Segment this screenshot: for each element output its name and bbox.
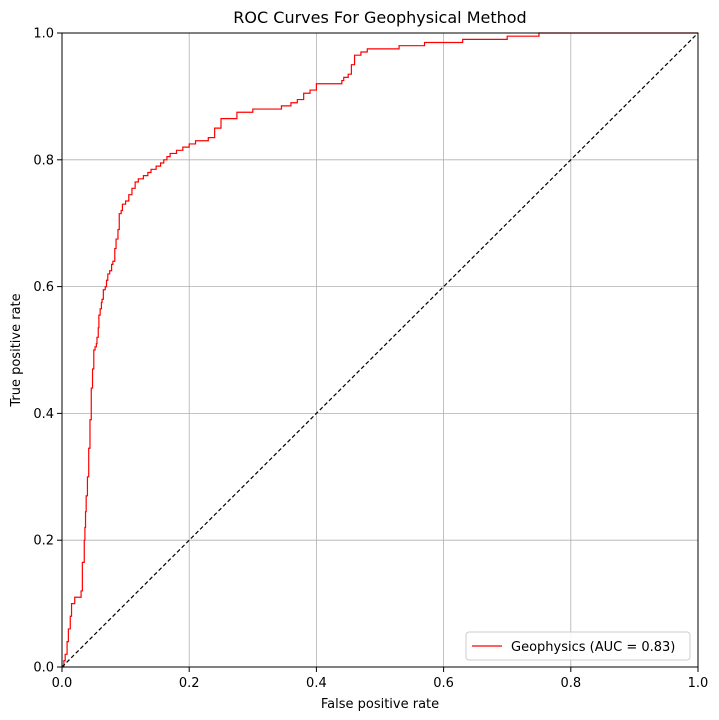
y-tick-label: 0.8 [33, 153, 54, 168]
x-tick-label: 0.4 [306, 676, 327, 691]
x-tick-label: 0.6 [433, 676, 454, 691]
x-tick-label: 0.8 [560, 676, 581, 691]
legend: Geophysics (AUC = 0.83) [465, 631, 691, 661]
y-tick-label: 0.4 [33, 407, 54, 422]
axes-frame [61, 32, 699, 668]
y-axis: 0.0 0.2 0.4 0.6 0.8 1.0 [33, 27, 62, 676]
y-tick-label: 0.0 [33, 661, 54, 676]
x-axis: 0.0 0.2 0.4 0.6 0.8 1.0 [52, 667, 709, 691]
chance-diagonal-line [61, 32, 699, 668]
legend-label-geophysics: Geophysics (AUC = 0.83) [511, 640, 675, 655]
x-tick-label: 1.0 [688, 676, 709, 691]
x-axis-label: False positive rate [321, 697, 439, 712]
y-axis-label: True positive rate [9, 293, 24, 407]
roc-curve-geophysics [62, 32, 698, 668]
legend-box [465, 631, 691, 661]
plot-area [61, 32, 699, 668]
x-tick-label: 0.2 [179, 676, 200, 691]
y-tick-label: 0.6 [33, 280, 54, 295]
y-tick-label: 1.0 [33, 27, 54, 42]
chart-title: ROC Curves For Geophysical Method [233, 8, 526, 27]
x-tick-label: 0.0 [52, 676, 73, 691]
y-tick-label: 0.2 [33, 534, 54, 549]
